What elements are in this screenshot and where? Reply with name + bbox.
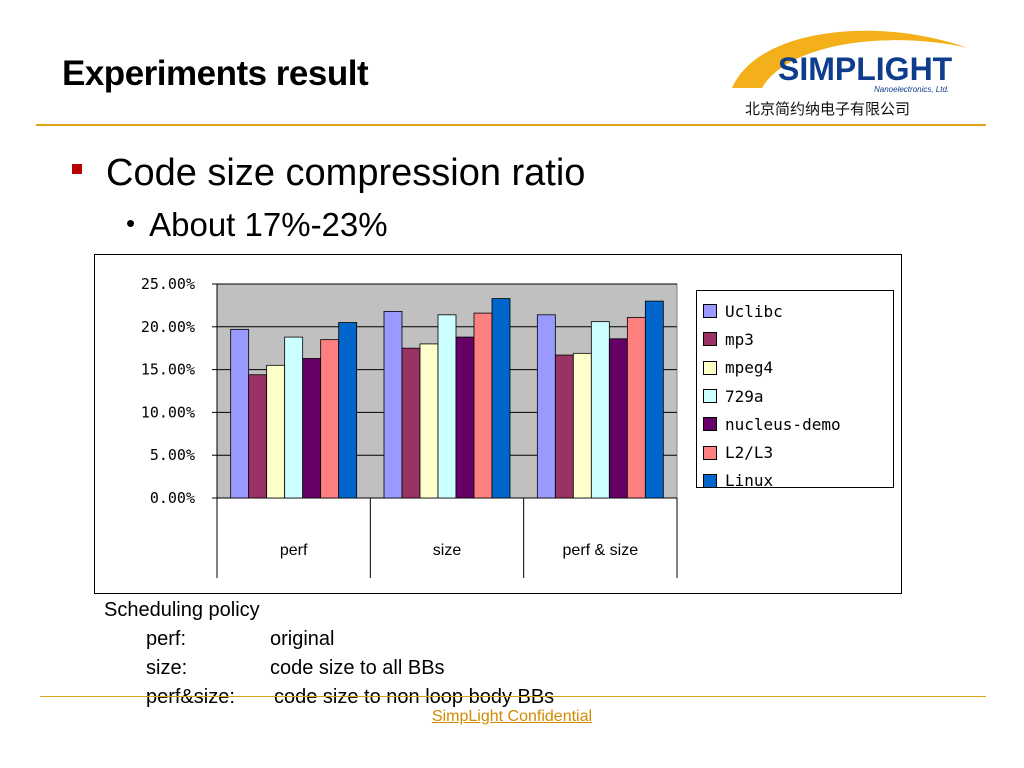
bar xyxy=(455,336,475,499)
bar xyxy=(338,322,358,499)
bar xyxy=(302,358,322,499)
footer-divider xyxy=(40,696,986,697)
notes-key: perf&size: xyxy=(146,686,235,708)
dot-bullet-icon: • xyxy=(126,208,136,238)
bar xyxy=(419,343,439,499)
y-tick-label: 20.00% xyxy=(141,318,195,336)
legend-label: nucleus-demo xyxy=(725,414,841,434)
legend-item: L2/L3 xyxy=(697,438,893,466)
notes-key: size: xyxy=(146,657,188,679)
bar xyxy=(230,328,250,499)
bar xyxy=(248,374,268,499)
bar xyxy=(590,321,610,499)
bar xyxy=(320,339,340,499)
footer-confidential: SimpLight Confidential xyxy=(431,708,593,725)
legend-swatch xyxy=(703,304,717,319)
legend-label: mp3 xyxy=(725,329,754,349)
bar xyxy=(401,347,421,499)
bar xyxy=(266,364,286,499)
header-divider xyxy=(36,124,986,126)
bar xyxy=(644,300,664,499)
chart-legend: Uclibc mp3 mpeg4 729a nucleus-demo L2/L3 Linux xyxy=(696,290,894,490)
logo-wordmark: SIMPLIGHT xyxy=(778,51,953,87)
notes-row: perf: original xyxy=(104,625,554,654)
legend-item: mpeg4 xyxy=(697,354,893,382)
legend-item: mp3 xyxy=(697,325,893,353)
legend-label: mpeg4 xyxy=(725,358,774,378)
legend-label: 729a xyxy=(725,386,764,406)
bar xyxy=(536,314,556,499)
scheduling-notes: Scheduling policy perf: original size: cod… xyxy=(104,596,554,712)
logo-tagline: Nanoelectronics, Ltd. xyxy=(874,85,949,94)
y-tick-label: 0.00% xyxy=(150,489,195,507)
notes-key: perf: xyxy=(146,628,187,650)
y-tick-label: 10.00% xyxy=(141,403,195,421)
legend-item: Linux xyxy=(697,467,893,495)
bullet-sub-text: About 17%-23% xyxy=(149,206,388,243)
slide-title: Experiments result xyxy=(62,54,369,93)
bullet-main-text: Code size compression ratio xyxy=(106,152,586,194)
bullet-main: Code size compression ratio xyxy=(72,152,585,195)
bar xyxy=(383,310,403,499)
notes-value: code size to all BBs xyxy=(270,657,445,679)
legend-swatch xyxy=(703,360,717,375)
y-tick-label: 15.00% xyxy=(141,361,195,379)
legend-swatch xyxy=(703,473,717,488)
legend-item: 729a xyxy=(697,382,893,410)
bar xyxy=(626,316,646,499)
notes-row: size: code size to all BBs xyxy=(104,654,554,683)
bar xyxy=(473,312,493,499)
bar xyxy=(437,314,457,499)
bar xyxy=(554,354,574,499)
bar xyxy=(491,298,511,499)
legend-label: L2/L3 xyxy=(725,443,774,463)
bar xyxy=(608,338,628,499)
category-label: perf & size xyxy=(563,542,639,559)
bullet-sub: • About 17%-23% xyxy=(126,206,388,244)
notes-value: code size to non loop body BBs xyxy=(274,686,555,708)
notes-value: original xyxy=(270,628,335,650)
legend-swatch xyxy=(703,332,717,347)
bar xyxy=(284,336,304,499)
category-label: size xyxy=(433,542,462,559)
notes-heading: Scheduling policy xyxy=(104,599,260,621)
y-tick-label: 5.00% xyxy=(150,446,195,464)
legend-item: Uclibc xyxy=(697,297,893,325)
legend-swatch xyxy=(703,389,717,404)
category-label: perf xyxy=(280,542,308,559)
legend-label: Uclibc xyxy=(725,301,783,321)
square-bullet-icon xyxy=(72,163,82,174)
legend-swatch xyxy=(703,417,717,432)
legend-swatch xyxy=(703,445,717,460)
y-tick-label: 25.00% xyxy=(141,275,195,293)
notes-row: perf&size: code size to non loop body BBs xyxy=(104,683,554,712)
legend-label: Linux xyxy=(725,471,774,491)
logo-subtitle: 北京简约纳电子有限公司 xyxy=(745,100,911,118)
legend-item: nucleus-demo xyxy=(697,410,893,438)
bar xyxy=(572,352,592,499)
simplight-logo: SIMPLIGHT Nanoelectronics, Ltd. xyxy=(732,30,968,94)
